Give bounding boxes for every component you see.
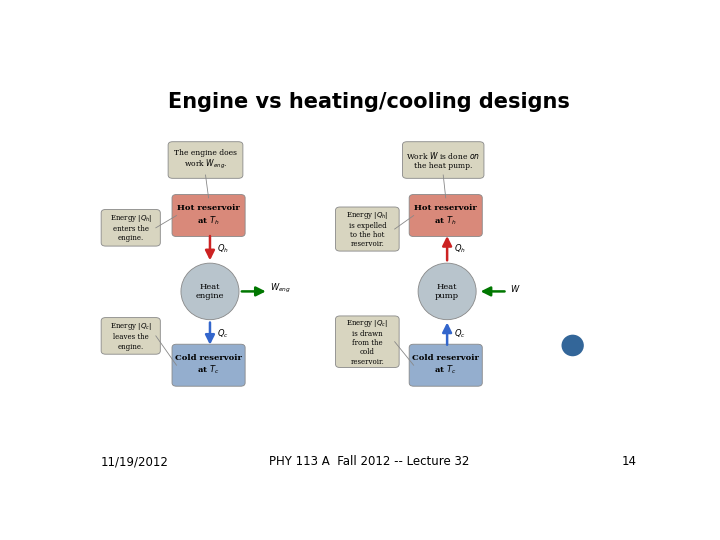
Text: 14: 14: [622, 455, 637, 468]
Text: $Q_c$: $Q_c$: [217, 328, 229, 341]
Text: Energy $|Q_h|$
enters the
engine.: Energy $|Q_h|$ enters the engine.: [109, 213, 152, 242]
Text: Cold reservoir
at $T_c$: Cold reservoir at $T_c$: [175, 354, 242, 376]
Text: $Q_h$: $Q_h$: [454, 242, 467, 255]
Ellipse shape: [562, 335, 584, 356]
FancyBboxPatch shape: [336, 316, 399, 368]
FancyBboxPatch shape: [101, 210, 161, 246]
Text: 11/19/2012: 11/19/2012: [101, 455, 169, 468]
FancyBboxPatch shape: [172, 344, 245, 386]
Text: Hot reservoir
at $T_h$: Hot reservoir at $T_h$: [177, 204, 240, 227]
Text: Cold reservoir
at $T_c$: Cold reservoir at $T_c$: [413, 354, 480, 376]
FancyBboxPatch shape: [172, 194, 245, 237]
Text: $W_{eng}$: $W_{eng}$: [270, 282, 292, 295]
Text: Hot reservoir
at $T_h$: Hot reservoir at $T_h$: [414, 204, 477, 227]
Text: Work $W$ is done $on$
the heat pump.: Work $W$ is done $on$ the heat pump.: [406, 150, 480, 170]
Text: Energy $|Q_c|$
is drawn
from the
cold
reservoir.: Energy $|Q_c|$ is drawn from the cold re…: [346, 318, 388, 366]
Ellipse shape: [181, 263, 239, 320]
Text: $W$: $W$: [510, 283, 520, 294]
Text: $Q_h$: $Q_h$: [217, 242, 229, 255]
Text: Engine vs heating/cooling designs: Engine vs heating/cooling designs: [168, 92, 570, 112]
FancyBboxPatch shape: [101, 318, 161, 354]
FancyBboxPatch shape: [336, 207, 399, 251]
Ellipse shape: [418, 263, 476, 320]
Text: Energy $|Q_h|$
is expelled
to the hot
reservoir.: Energy $|Q_h|$ is expelled to the hot re…: [346, 210, 389, 248]
Text: Heat
engine: Heat engine: [196, 283, 224, 300]
Text: $Q_c$: $Q_c$: [454, 328, 466, 341]
Text: Heat
pump: Heat pump: [435, 283, 459, 300]
Text: The engine does
work $W_{eng}$.: The engine does work $W_{eng}$.: [174, 148, 237, 171]
FancyBboxPatch shape: [402, 141, 484, 178]
FancyBboxPatch shape: [409, 344, 482, 386]
FancyBboxPatch shape: [409, 194, 482, 237]
FancyBboxPatch shape: [168, 141, 243, 178]
Text: Energy $|Q_c|$
leaves the
engine.: Energy $|Q_c|$ leaves the engine.: [109, 321, 152, 350]
Text: PHY 113 A  Fall 2012 -- Lecture 32: PHY 113 A Fall 2012 -- Lecture 32: [269, 455, 469, 468]
